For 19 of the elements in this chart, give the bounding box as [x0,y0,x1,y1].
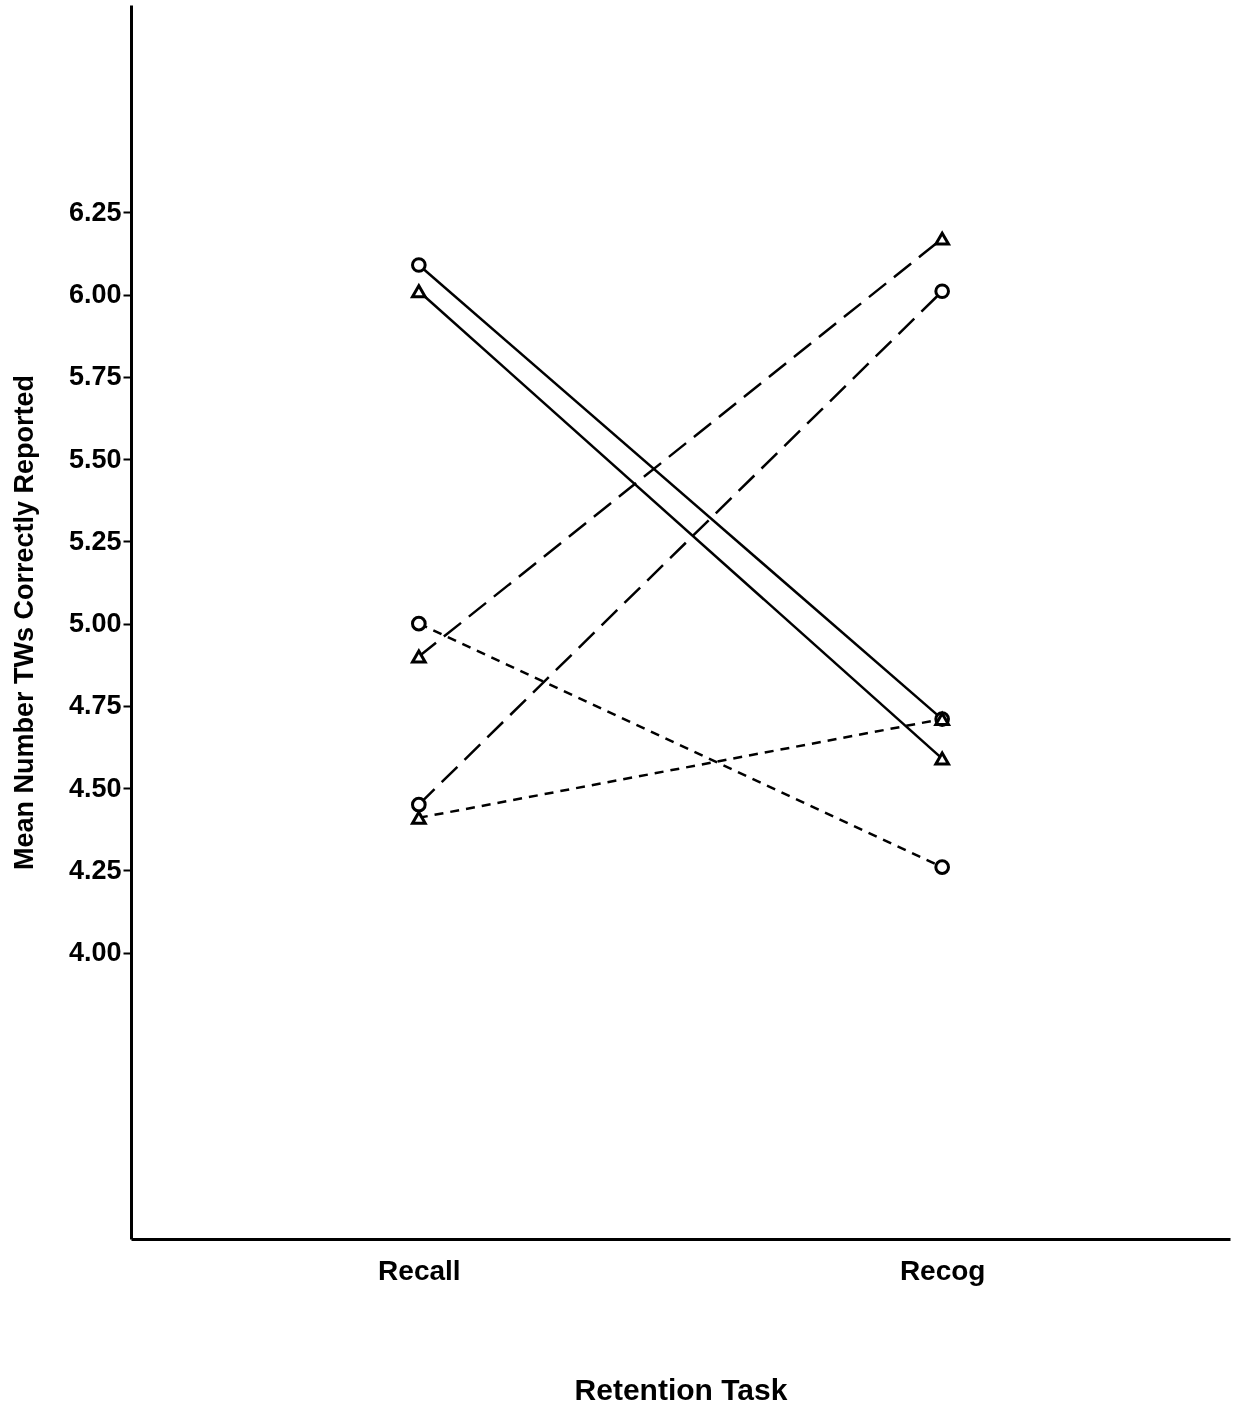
y-tick-label: 5.75 [68,361,122,392]
y-tick-label: 5.00 [68,608,122,639]
y-tick-label: 5.25 [68,525,122,556]
y-tick-label: 6.00 [68,279,122,310]
y-tick-label: 5.50 [68,443,122,474]
point [411,615,427,632]
x-tick-label: Recall [378,1254,461,1286]
x-tick-label: Recog [899,1254,986,1286]
y-tick-label: 4.50 [68,772,122,803]
y-tick-label: 4.25 [68,854,122,885]
point [934,859,950,875]
x-axis-title: Retention Task [574,1372,788,1406]
point [411,796,427,813]
point [934,283,950,300]
y-tick-label: 4.00 [68,937,122,968]
point [411,257,427,273]
y-tick-label: 6.25 [68,196,122,227]
y-axis-title: Mean Number TWs Correctly Reported [8,374,39,871]
y-tick-label: 4.75 [68,690,122,721]
